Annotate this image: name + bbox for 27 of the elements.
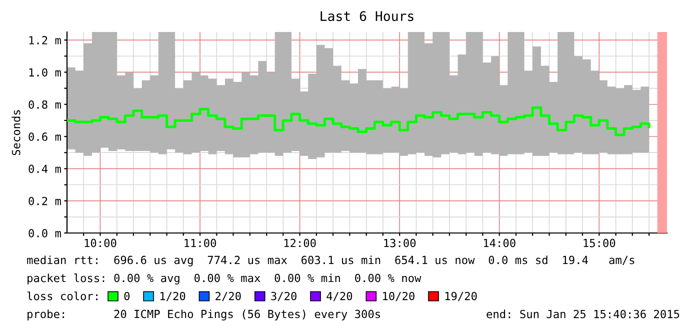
- legend-label: 2/20: [216, 292, 241, 302]
- x-tick-label: 12:00: [284, 238, 316, 248]
- y-tick-label: 0.2 m: [28, 196, 61, 206]
- text: end: Sun Jan 25 15:40:36 2015: [486, 310, 680, 318]
- text: packet loss: 0.00 % avg 0.00 % max 0.00 % min 0.00 % now: [28, 274, 422, 284]
- legend-label: 1/20: [160, 292, 186, 302]
- y-tick-label: 0.6 m: [28, 132, 61, 141]
- legend-label: 10/20: [383, 292, 414, 302]
- legend-label: 19/20: [445, 292, 477, 302]
- x-tick-label: 10:00: [84, 238, 116, 248]
- text: median rtt: 696.6 us avg 774.2 us max 603.1 us min 654.1 us now 0.0 ms sd 19.4 am/s: [27, 256, 634, 266]
- y-tick-label: 0.8 m: [28, 100, 61, 109]
- y-tick-label: 1.0 m: [29, 68, 61, 77]
- chart-title: Last 6 Hours: [320, 11, 414, 22]
- legend-label: 0: [124, 292, 130, 300]
- x-tick-label: 14:00: [484, 238, 516, 248]
- x-tick-label: 11:00: [184, 238, 216, 248]
- y-tick-label: 0.0 m: [28, 229, 61, 238]
- x-tick-label: 13:00: [384, 238, 416, 248]
- legend-label: 3/20: [271, 292, 296, 302]
- text: probe: 20 ICMP Echo Pings (56 Bytes) every 300s: [28, 310, 380, 320]
- y-tick-label: 0.4 m: [28, 164, 61, 174]
- x-tick-label: 15:00: [584, 238, 616, 248]
- y-tick-label: 1.2 m: [29, 36, 61, 44]
- y-axis-title: Seconds: [12, 110, 20, 156]
- legend-title: loss color:: [27, 292, 98, 300]
- legend-label: 4/20: [326, 292, 352, 302]
